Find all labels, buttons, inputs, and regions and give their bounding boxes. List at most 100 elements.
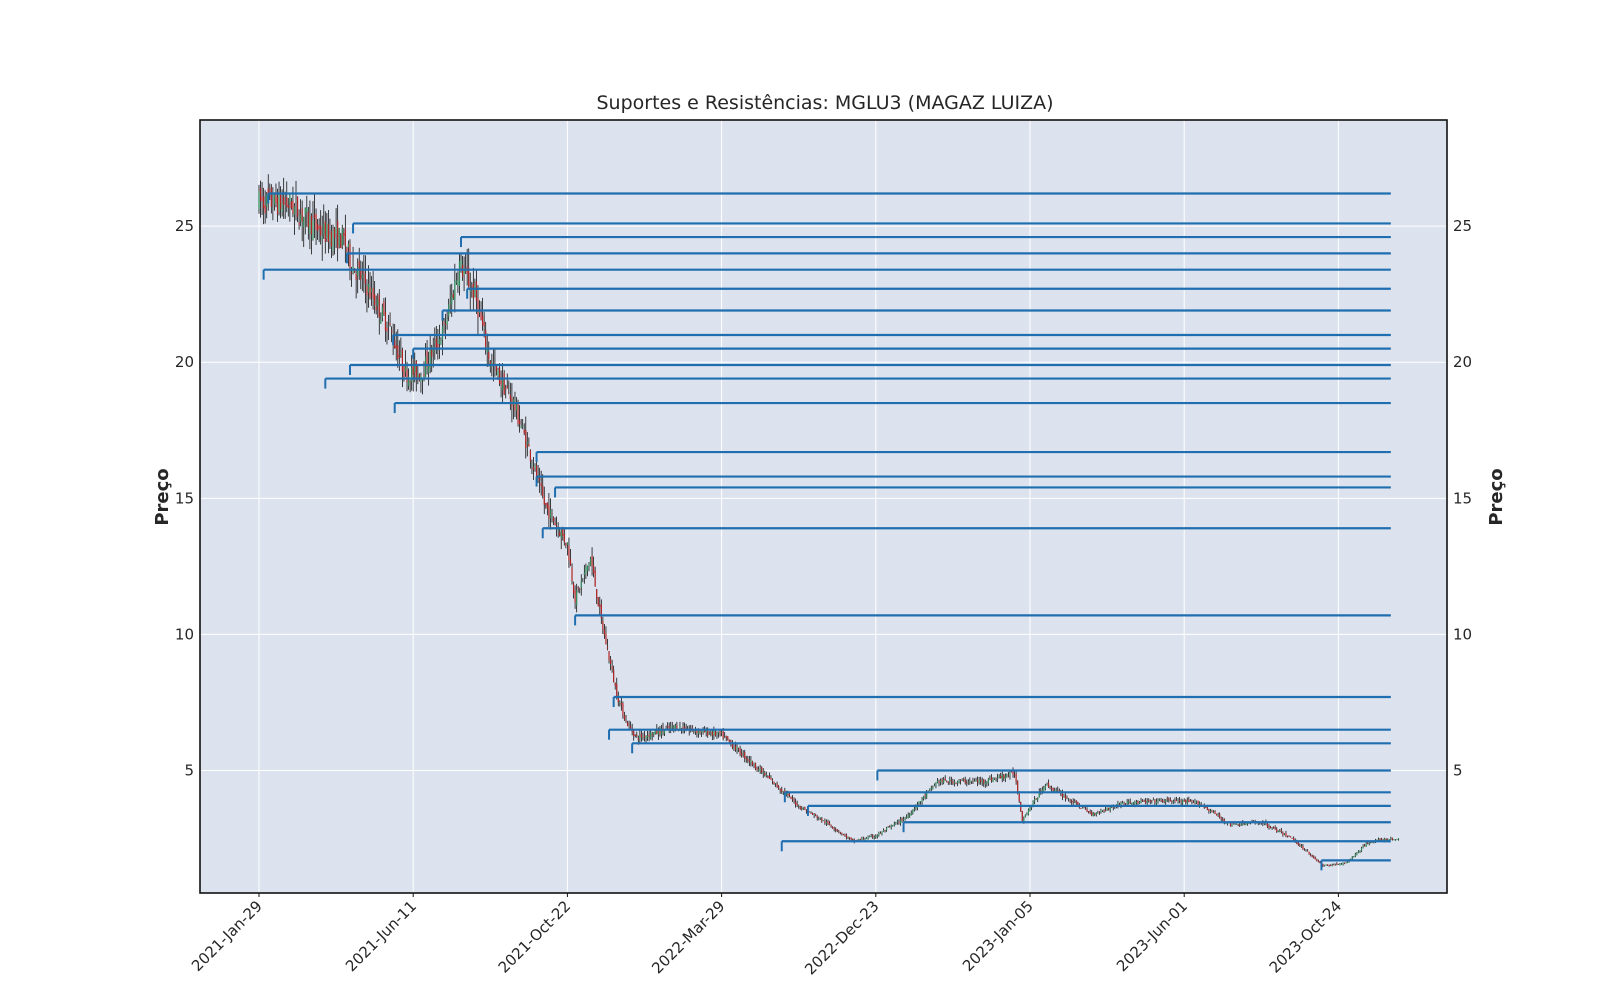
candle-body [520, 426, 522, 429]
candle-body [579, 589, 581, 590]
candle-body [830, 825, 832, 827]
candle [1175, 796, 1178, 802]
candle [949, 776, 951, 785]
candle-body [1017, 781, 1019, 794]
candle-body [489, 361, 491, 367]
candle [300, 199, 302, 227]
candle-body [1043, 788, 1045, 791]
candle-body [478, 310, 481, 314]
candle-body [557, 529, 559, 531]
candle-body [779, 789, 781, 791]
candle-body [580, 581, 582, 588]
candle [609, 656, 612, 671]
candle [819, 817, 821, 821]
candle-body [842, 834, 845, 836]
candle-body [1152, 799, 1154, 801]
candle-body [822, 820, 824, 822]
candle-body [790, 796, 792, 800]
candle-body [611, 666, 613, 670]
candle [771, 778, 774, 785]
candle-body [728, 739, 730, 742]
candle-body [569, 559, 572, 566]
candle [478, 300, 481, 318]
x-tick-label: 2021-Oct-22 [495, 897, 575, 977]
candle-body [1083, 806, 1085, 808]
candle-body [1063, 795, 1065, 797]
candle-body [1064, 795, 1067, 799]
candle-body [1075, 800, 1077, 803]
candle-body [949, 779, 951, 783]
candle-body [1365, 843, 1367, 847]
candle-body [333, 228, 336, 239]
candle-body [321, 236, 323, 240]
candle-body [1151, 800, 1153, 802]
candle [694, 726, 696, 735]
candle-body [676, 725, 678, 731]
candle [389, 312, 391, 327]
candle [776, 781, 778, 789]
candle-body [1269, 826, 1272, 829]
y-tick-label-right: 20 [1453, 353, 1472, 371]
candle-body [1342, 862, 1344, 865]
candle-body [1077, 801, 1079, 806]
candle-body [429, 348, 431, 368]
candle [1050, 785, 1053, 792]
candle [264, 190, 266, 224]
candle [759, 764, 761, 774]
candle-body [289, 195, 291, 204]
candle [1162, 798, 1164, 803]
candle-body [1183, 800, 1185, 802]
candle [307, 206, 309, 240]
candle-body [646, 735, 649, 738]
candle [380, 312, 382, 324]
candle-body [953, 781, 956, 784]
candle [316, 218, 319, 240]
candle [458, 253, 461, 296]
candle [409, 379, 411, 393]
candle-body [1148, 799, 1150, 801]
candle-body [1034, 798, 1036, 802]
candle-body [734, 746, 737, 750]
candle-body [1325, 864, 1327, 866]
candle-body [605, 633, 607, 645]
candle-body [1155, 801, 1158, 804]
candle [1103, 809, 1105, 813]
candle [335, 208, 337, 248]
candle-body [923, 796, 925, 799]
candle [1195, 800, 1198, 804]
candle [910, 810, 912, 816]
candle [426, 339, 428, 375]
candle [1305, 849, 1307, 852]
candle-body [1211, 810, 1213, 813]
candle [899, 816, 902, 826]
candle [782, 791, 784, 795]
candle-body [540, 482, 542, 487]
candle [428, 351, 430, 386]
candle-body [586, 565, 589, 571]
candle [1274, 825, 1276, 830]
candle-body [1166, 798, 1168, 800]
candle [620, 697, 622, 711]
candle-body [770, 777, 772, 780]
candle-body [539, 477, 541, 481]
candle-body [1067, 798, 1070, 800]
candle [542, 474, 544, 499]
candle [1129, 798, 1131, 804]
candle [1313, 855, 1315, 859]
candle-body [1234, 823, 1236, 825]
candle-body [1277, 830, 1279, 832]
candle-body [323, 223, 325, 235]
candle [912, 809, 914, 815]
candle [1185, 799, 1187, 805]
candle-body [443, 321, 445, 324]
candle-body [599, 604, 601, 608]
candle-body [522, 425, 524, 427]
candle-body [876, 835, 878, 837]
candle-body [532, 466, 535, 470]
candle-body [1283, 833, 1286, 835]
candle-body [955, 782, 957, 784]
candle [540, 470, 542, 496]
candle [825, 819, 828, 827]
candle-body [1018, 793, 1020, 802]
candle [896, 819, 898, 825]
